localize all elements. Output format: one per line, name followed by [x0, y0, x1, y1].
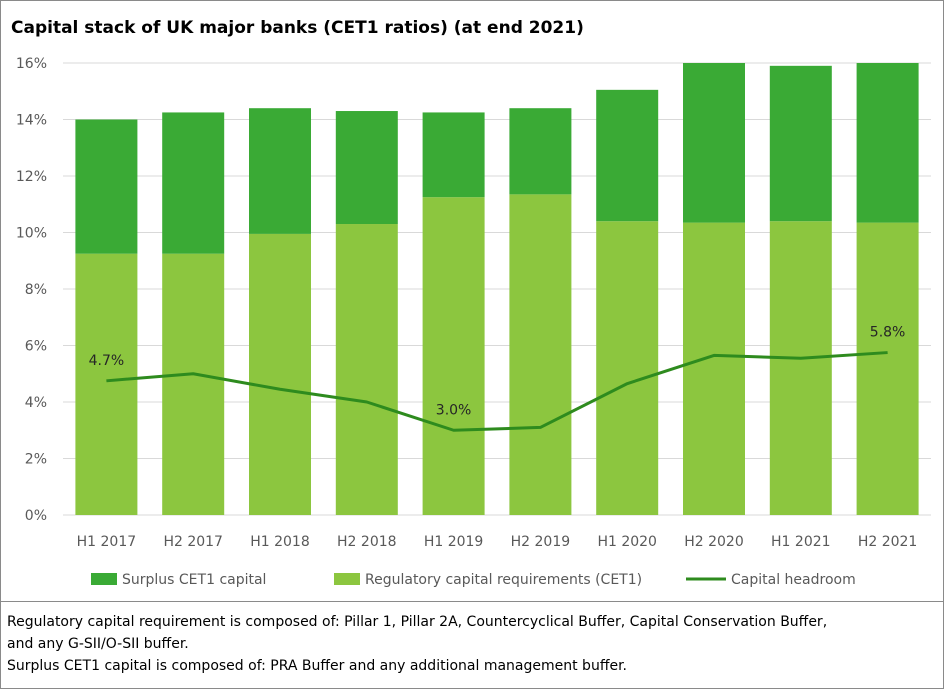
bar-regulatory-requirement: [75, 253, 138, 515]
bar-surplus-cet1: [249, 108, 311, 234]
legend-surplus-cet1-swatch: [91, 573, 117, 585]
bar-regulatory-requirement: [335, 224, 398, 515]
data-labels: 4.7% 3.0% 5.8%: [89, 325, 906, 419]
x-tick-label: H1 2019: [424, 534, 484, 550]
headroom-line-layer: [106, 351, 888, 432]
y-tick-label: 4%: [25, 395, 47, 411]
x-tick-label: H1 2018: [250, 534, 310, 550]
bar-surplus-cet1: [596, 89, 659, 222]
x-tick-label: H2 2017: [163, 534, 223, 550]
bar-surplus-cet1: [335, 111, 398, 225]
bar-regulatory-requirement: [856, 222, 919, 516]
x-axis-tick-labels: H1 2017 H2 2017 H1 2018 H2 2018 H1 2019 H2 20…: [77, 534, 918, 550]
note-line-2: and any G-SII/O-SII buffer.: [7, 636, 189, 652]
y-tick-label: 10%: [16, 226, 47, 242]
bar-surplus-cet1: [769, 65, 832, 222]
bar-surplus-cet1: [162, 112, 225, 254]
headroom-data-label: 3.0%: [436, 402, 472, 418]
headroom-data-label: 5.8%: [870, 325, 906, 341]
x-tick-label: H2 2018: [337, 534, 397, 550]
y-tick-label: 8%: [25, 282, 47, 298]
bar-surplus-cet1: [683, 63, 745, 223]
legend-surplus-cet1-label: Surplus CET1 capital: [122, 572, 266, 588]
x-tick-label: H1 2020: [597, 534, 657, 550]
y-tick-label: 16%: [16, 56, 47, 72]
y-tick-label: 12%: [16, 169, 47, 185]
bars: [75, 63, 919, 516]
bar-regulatory-requirement: [596, 221, 659, 515]
bar-regulatory-requirement: [683, 222, 745, 516]
bar-surplus-cet1: [422, 112, 485, 198]
note-line-1: Regulatory capital requirement is compos…: [7, 614, 828, 630]
bar-surplus-cet1: [856, 63, 919, 223]
x-tick-label: H2 2021: [858, 534, 918, 550]
bar-regulatory-requirement: [769, 221, 832, 515]
y-tick-label: 2%: [25, 452, 47, 468]
x-tick-label: H1 2021: [771, 534, 831, 550]
headroom-data-label: 4.7%: [89, 353, 125, 369]
legend-capital-headroom-label: Capital headroom: [731, 572, 856, 588]
legend-regulatory-requirement-label: Regulatory capital requirements (CET1): [365, 572, 642, 588]
bar-regulatory-requirement: [422, 197, 485, 515]
bar-regulatory-requirement: [509, 194, 572, 516]
bar-regulatory-requirement: [249, 233, 311, 515]
x-tick-label: H2 2020: [684, 534, 744, 550]
legend-regulatory-requirement-swatch: [334, 573, 360, 585]
capital-headroom-line: [106, 351, 888, 432]
legend: Surplus CET1 capital Regulatory capital r…: [91, 572, 856, 588]
y-tick-label: 0%: [25, 508, 47, 524]
x-tick-label: H2 2019: [511, 534, 571, 550]
chart-title: Capital stack of UK major banks (CET1 ra…: [11, 18, 584, 38]
bar-surplus-cet1: [75, 119, 138, 254]
y-tick-label: 14%: [16, 113, 47, 129]
bar-surplus-cet1: [509, 108, 572, 195]
y-axis-tick-labels: 0% 2% 4% 6% 8% 10% 12% 14% 16%: [16, 56, 47, 524]
chart-canvas: Capital stack of UK major banks (CET1 ra…: [11, 18, 931, 588]
y-tick-label: 6%: [25, 339, 47, 355]
bar-regulatory-requirement: [162, 253, 225, 515]
note-line-3: Surplus CET1 capital is composed of: PRA…: [7, 658, 627, 674]
x-tick-label: H1 2017: [77, 534, 137, 550]
chart-notes: Regulatory capital requirement is compos…: [1, 601, 943, 688]
